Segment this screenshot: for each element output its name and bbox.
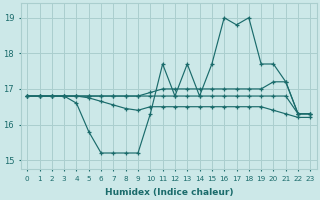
- X-axis label: Humidex (Indice chaleur): Humidex (Indice chaleur): [105, 188, 233, 197]
